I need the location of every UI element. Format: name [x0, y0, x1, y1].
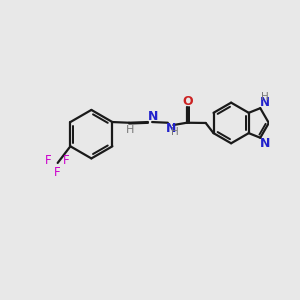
Text: N: N	[260, 137, 271, 150]
Text: N: N	[260, 96, 270, 109]
Text: O: O	[182, 95, 193, 108]
Text: F: F	[45, 154, 51, 167]
Text: N: N	[166, 122, 176, 135]
Text: H: H	[125, 125, 134, 135]
Text: N: N	[147, 110, 158, 124]
Text: F: F	[54, 166, 61, 179]
Text: F: F	[63, 154, 70, 167]
Text: H: H	[171, 128, 178, 137]
Text: H: H	[262, 92, 269, 102]
